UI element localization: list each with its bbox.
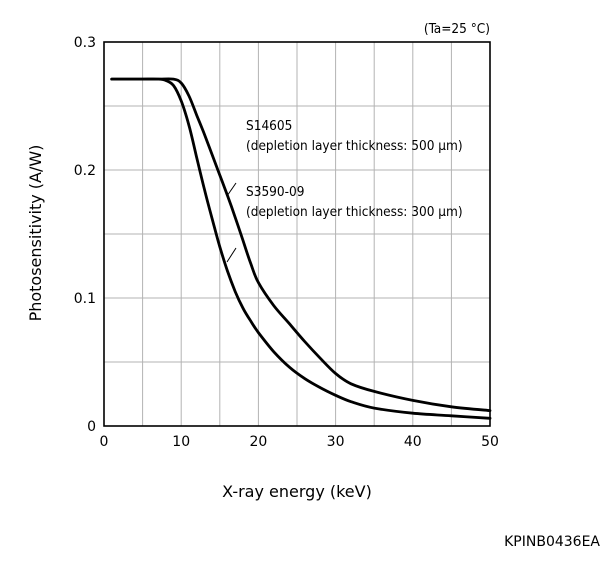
series-line-s3590-09 [110, 77, 492, 420]
x-tick-label: 0 [100, 434, 109, 450]
leader-line-s3590-09 [226, 247, 237, 263]
annotation-leaders [226, 182, 237, 263]
x-axis-title: X-ray energy (keV) [222, 482, 372, 501]
y-axis-title: Photosensitivity (A/W) [26, 145, 45, 322]
series-name-s14605: S14605 [246, 118, 292, 134]
curves [110, 77, 492, 420]
y-tick-label: 0.3 [74, 35, 96, 51]
condition-label: (Ta=25 °C) [424, 21, 490, 37]
series-annotation-s14605: (depletion layer thickness: 500 μm) [246, 138, 463, 154]
plot-frame [103, 41, 491, 427]
y-tick-label: 0.1 [74, 291, 96, 307]
series-line-s14605 [110, 77, 492, 412]
x-tick-label: 40 [404, 434, 422, 450]
x-tick-label: 10 [172, 434, 190, 450]
leader-line-s14605 [226, 182, 237, 197]
figure-code: KPINB0436EA [504, 534, 600, 550]
tick-labels: 0 10 20 30 40 50 0 0.1 0.2 0.3 [74, 35, 499, 450]
y-tick-label: 0.2 [74, 163, 96, 179]
x-tick-label: 20 [249, 434, 267, 450]
x-tick-label: 50 [481, 434, 499, 450]
y-tick-label: 0 [87, 419, 96, 435]
series-annotation-s3590-09: (depletion layer thickness: 300 μm) [246, 204, 463, 220]
series-name-s3590-09: S3590-09 [246, 184, 304, 200]
grid [103, 41, 491, 427]
x-tick-label: 30 [327, 434, 345, 450]
